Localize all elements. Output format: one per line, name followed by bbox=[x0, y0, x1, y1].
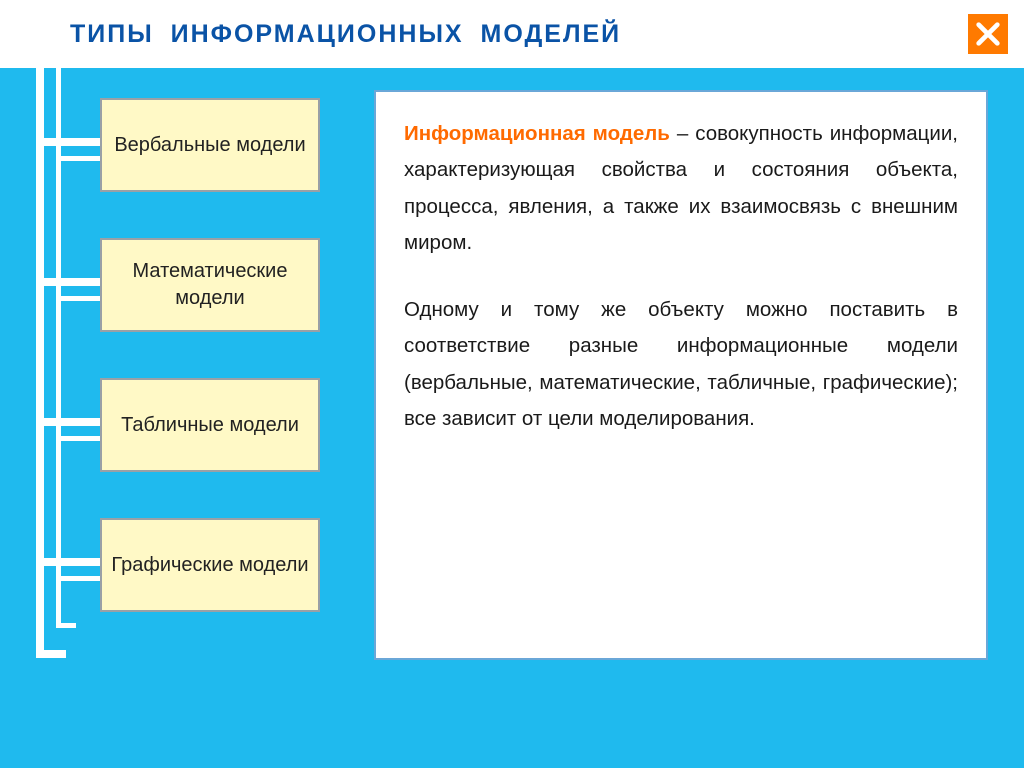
tree-trunk-cap bbox=[56, 623, 76, 628]
slide-header: ТИПЫ ИНФОРМАЦИОННЫХ МОДЕЛЕЙ bbox=[0, 0, 1024, 68]
tree-connector bbox=[56, 156, 100, 161]
tree-connector bbox=[36, 278, 100, 286]
tree-node-label: Табличные модели bbox=[121, 412, 299, 439]
tree-node-math[interactable]: Математические модели bbox=[100, 238, 320, 332]
definition-term: Информационная модель bbox=[404, 122, 670, 145]
tree-trunk-outer bbox=[36, 68, 44, 658]
tree-connector bbox=[36, 558, 100, 566]
tree-node-table[interactable]: Табличные модели bbox=[100, 378, 320, 472]
tree-connector bbox=[36, 418, 100, 426]
tree-node-label: Вербальные модели bbox=[114, 132, 305, 159]
tree-connector bbox=[56, 296, 100, 301]
close-button[interactable] bbox=[966, 12, 1010, 56]
tree-node-verbal[interactable]: Вербальные модели bbox=[100, 98, 320, 192]
tree-connector bbox=[56, 436, 100, 441]
tree-node-label: Математические модели bbox=[110, 258, 310, 312]
model-tree: Вербальные модели Математические модели … bbox=[22, 68, 342, 708]
tree-node-graphic[interactable]: Графические модели bbox=[100, 518, 320, 612]
close-icon bbox=[974, 20, 1002, 48]
tree-trunk-cap bbox=[36, 650, 66, 658]
tree-trunk-inner bbox=[56, 68, 61, 628]
slide: ТИПЫ ИНФОРМАЦИОННЫХ МОДЕЛЕЙ Вербальные м… bbox=[0, 0, 1024, 768]
tree-node-label: Графические модели bbox=[111, 552, 308, 579]
definition-paragraph: Информационная модель – совокупность инф… bbox=[404, 116, 958, 262]
explanation-paragraph: Одному и тому же объекту можно поставить… bbox=[404, 292, 958, 438]
tree-connector bbox=[36, 138, 100, 146]
slide-title: ТИПЫ ИНФОРМАЦИОННЫХ МОДЕЛЕЙ bbox=[70, 20, 621, 49]
tree-connector bbox=[56, 576, 100, 581]
content-panel: Информационная модель – совокупность инф… bbox=[374, 90, 988, 660]
